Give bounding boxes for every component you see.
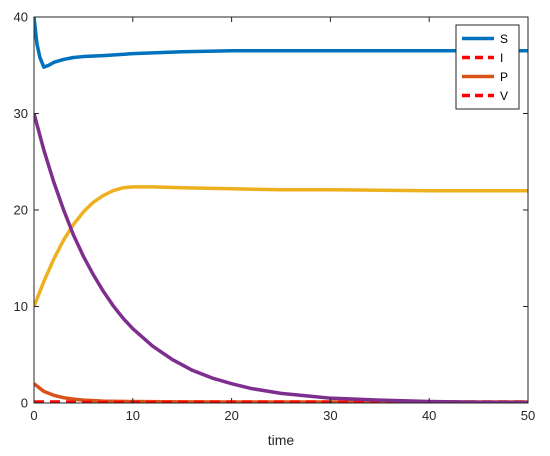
y-tick-label: 40 — [14, 10, 28, 25]
y-tick-label: 0 — [21, 396, 28, 411]
legend-label-v: V — [500, 89, 508, 103]
x-tick-label: 10 — [126, 408, 140, 423]
y-tick-label: 30 — [14, 106, 28, 121]
ticks-layer: 0 10 20 30 40 50 0 10 20 30 40 — [14, 10, 536, 424]
y-tick-label: 20 — [14, 203, 28, 218]
legend-label-i: I — [500, 51, 503, 65]
series-line-s — [34, 17, 528, 69]
plot-frame — [33, 16, 529, 404]
legend-label-p: P — [500, 70, 508, 84]
x-tick-label: 30 — [323, 408, 337, 423]
x-tick-label: 50 — [521, 408, 535, 423]
x-tick-label: 0 — [30, 408, 37, 423]
series-line-unlabeled-5 — [34, 113, 528, 403]
legend-label-s: S — [500, 32, 508, 46]
series-layer — [34, 17, 528, 403]
y-tick-label: 10 — [14, 299, 28, 314]
x-tick-label: 40 — [422, 408, 436, 423]
x-tick-label: 20 — [224, 408, 238, 423]
series-line-unlabeled-4 — [34, 185, 528, 308]
x-axis-title: time — [268, 432, 295, 448]
